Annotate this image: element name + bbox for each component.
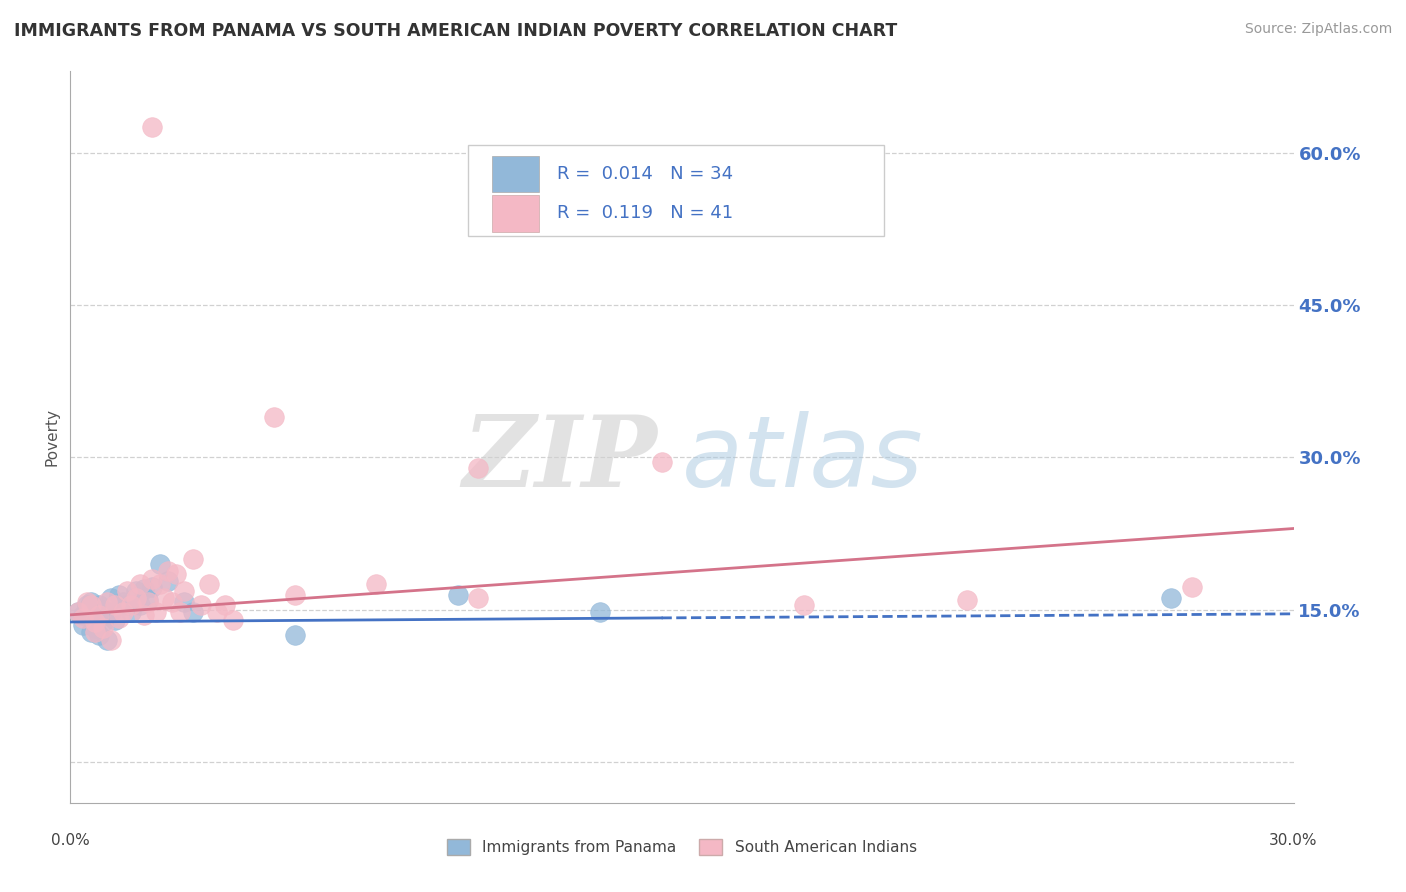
Point	[589, 605, 612, 619]
Text: R =  0.014   N = 34: R = 0.014 N = 34	[557, 165, 734, 183]
Point	[108, 588, 131, 602]
Bar	[492, 195, 538, 232]
Point	[173, 584, 195, 599]
Point	[104, 598, 127, 612]
Point	[100, 633, 122, 648]
Point	[467, 460, 489, 475]
Point	[222, 613, 245, 627]
Point	[956, 592, 979, 607]
Point	[100, 591, 122, 605]
Text: 0.0%: 0.0%	[51, 833, 90, 848]
Point	[1160, 591, 1182, 605]
Point	[181, 552, 204, 566]
Point	[67, 605, 90, 619]
Point	[76, 598, 98, 612]
Point	[145, 605, 167, 619]
Point	[793, 598, 815, 612]
Point	[366, 577, 388, 591]
Point	[136, 595, 159, 609]
Point	[162, 595, 183, 609]
Point	[91, 615, 114, 629]
Point	[108, 611, 131, 625]
Text: atlas: atlas	[682, 410, 924, 508]
Point	[467, 591, 489, 605]
Y-axis label: Poverty: Poverty	[45, 408, 60, 467]
Point	[87, 598, 110, 612]
Point	[87, 628, 110, 642]
Text: Source: ZipAtlas.com: Source: ZipAtlas.com	[1244, 22, 1392, 37]
Point	[91, 603, 114, 617]
Point	[96, 595, 118, 609]
Point	[157, 564, 180, 578]
Point	[117, 584, 139, 599]
Text: R =  0.119   N = 41: R = 0.119 N = 41	[557, 204, 734, 222]
Point	[83, 621, 105, 635]
Point	[83, 611, 105, 625]
Point	[67, 605, 90, 619]
Point	[112, 605, 135, 619]
Point	[284, 588, 307, 602]
Point	[72, 618, 94, 632]
Point	[284, 628, 307, 642]
Point	[79, 595, 103, 609]
Point	[136, 592, 159, 607]
Point	[124, 591, 146, 605]
Point	[263, 409, 285, 424]
Point	[198, 577, 221, 591]
Point	[96, 607, 118, 622]
Point	[121, 598, 143, 612]
Point	[132, 582, 155, 597]
Text: IMMIGRANTS FROM PANAMA VS SOUTH AMERICAN INDIAN POVERTY CORRELATION CHART: IMMIGRANTS FROM PANAMA VS SOUTH AMERICAN…	[14, 22, 897, 40]
Point	[104, 613, 127, 627]
Point	[91, 621, 114, 635]
Bar	[492, 155, 538, 192]
Point	[141, 581, 163, 595]
Point	[169, 605, 191, 619]
Point	[149, 577, 172, 591]
Point	[214, 598, 236, 612]
Point	[141, 572, 163, 586]
Point	[76, 595, 98, 609]
Point	[650, 455, 672, 469]
Point	[128, 598, 150, 612]
FancyBboxPatch shape	[468, 145, 884, 235]
Point	[141, 120, 163, 135]
Point	[100, 605, 122, 619]
Point	[165, 567, 187, 582]
Point	[181, 605, 204, 619]
Point	[121, 605, 143, 619]
Point	[117, 598, 139, 612]
Point	[132, 607, 155, 622]
Point	[149, 557, 172, 571]
Point	[87, 607, 110, 622]
Point	[128, 577, 150, 591]
Text: 30.0%: 30.0%	[1270, 833, 1317, 848]
Point	[72, 607, 94, 622]
Legend: Immigrants from Panama, South American Indians: Immigrants from Panama, South American I…	[441, 833, 922, 861]
Point	[447, 588, 470, 602]
Point	[1181, 581, 1204, 595]
Point	[96, 633, 118, 648]
Point	[83, 625, 105, 640]
Point	[157, 574, 180, 589]
Point	[205, 605, 228, 619]
Point	[153, 591, 176, 605]
Point	[124, 584, 146, 599]
Point	[72, 611, 94, 625]
Point	[173, 595, 195, 609]
Point	[83, 615, 105, 629]
Point	[190, 598, 212, 612]
Text: ZIP: ZIP	[463, 411, 658, 508]
Point	[79, 598, 103, 612]
Point	[79, 625, 103, 640]
Point	[112, 595, 135, 609]
